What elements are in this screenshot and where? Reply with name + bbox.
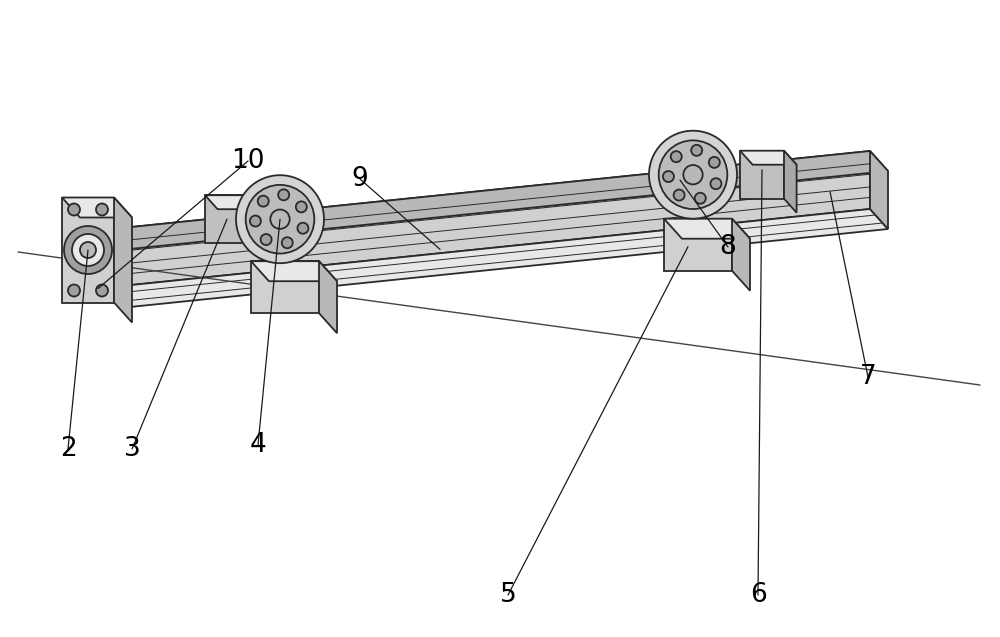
Circle shape (663, 171, 674, 182)
Polygon shape (664, 218, 750, 239)
Text: 8: 8 (720, 234, 736, 260)
Text: 6: 6 (750, 582, 766, 608)
Circle shape (710, 178, 721, 189)
Circle shape (282, 237, 293, 248)
Circle shape (96, 203, 108, 215)
Circle shape (80, 242, 96, 258)
Circle shape (695, 193, 706, 204)
Polygon shape (62, 197, 132, 217)
Polygon shape (112, 151, 888, 249)
Circle shape (68, 203, 80, 215)
Circle shape (261, 234, 272, 245)
Circle shape (236, 175, 324, 263)
Circle shape (278, 189, 289, 200)
Circle shape (64, 226, 112, 274)
Circle shape (674, 190, 685, 201)
Text: 3: 3 (124, 436, 140, 462)
Circle shape (258, 196, 269, 206)
Polygon shape (112, 209, 888, 307)
Circle shape (246, 185, 314, 254)
Polygon shape (205, 195, 262, 209)
Polygon shape (664, 218, 732, 271)
Text: 10: 10 (231, 148, 265, 174)
Polygon shape (62, 197, 114, 303)
Circle shape (709, 157, 720, 168)
Circle shape (96, 285, 108, 296)
Circle shape (270, 210, 290, 229)
Polygon shape (732, 218, 750, 290)
Polygon shape (112, 151, 870, 287)
Polygon shape (319, 261, 337, 333)
Polygon shape (740, 151, 784, 199)
Polygon shape (692, 147, 712, 169)
Circle shape (296, 201, 307, 212)
Text: 5: 5 (500, 582, 516, 608)
Circle shape (671, 151, 682, 162)
Polygon shape (784, 151, 797, 213)
Polygon shape (692, 169, 721, 179)
Circle shape (68, 285, 80, 296)
Polygon shape (205, 195, 249, 243)
Circle shape (250, 215, 261, 227)
Circle shape (659, 140, 727, 209)
Polygon shape (114, 197, 132, 322)
Text: 7: 7 (860, 364, 876, 390)
Text: 4: 4 (250, 432, 266, 458)
Circle shape (683, 165, 703, 184)
Polygon shape (251, 261, 319, 313)
Circle shape (297, 223, 308, 234)
Polygon shape (251, 261, 337, 281)
Polygon shape (740, 151, 797, 165)
Circle shape (691, 145, 702, 156)
Polygon shape (870, 151, 888, 229)
Circle shape (72, 234, 104, 266)
Polygon shape (249, 195, 262, 257)
Circle shape (649, 131, 737, 218)
Text: 9: 9 (352, 166, 368, 192)
Text: 2: 2 (60, 436, 76, 462)
